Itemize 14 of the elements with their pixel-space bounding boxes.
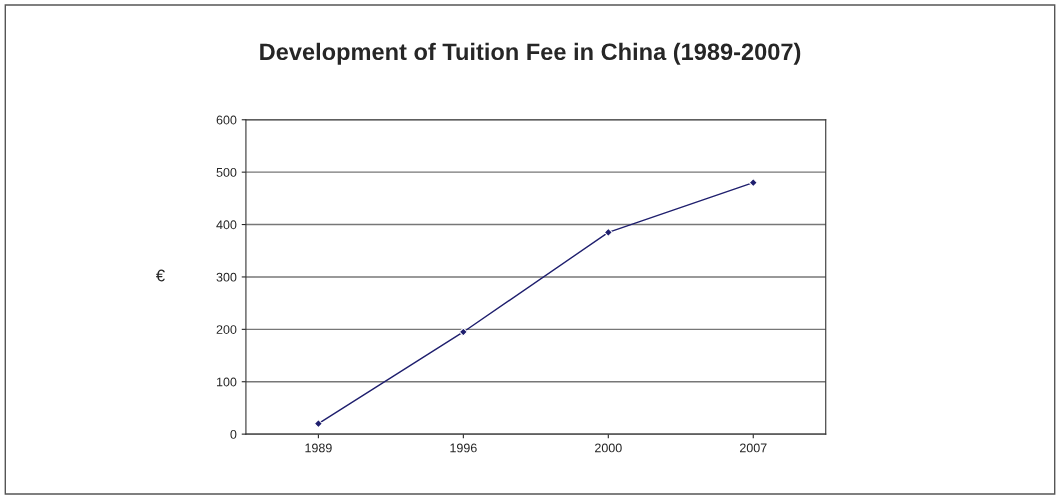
x-tick-label: 2000 [595, 443, 622, 453]
y-tick-label: 0 [230, 429, 237, 439]
y-axis-title: € [155, 269, 165, 282]
chart-title: Development of Tuition Fee in China (1989-2007) [260, 42, 801, 65]
y-tick-label: 300 [216, 272, 237, 282]
y-tick-label: 200 [216, 325, 237, 334]
y-tick-label: 400 [216, 220, 237, 230]
y-tick-label: 500 [216, 167, 237, 177]
point [458, 327, 468, 337]
y-tick-label: 100 [216, 377, 237, 387]
y-tick-label: 600 [216, 115, 237, 125]
x-tick-label: 1989 [305, 443, 332, 453]
x-tick-label: 1996 [450, 443, 477, 453]
x-tick-label: 2007 [739, 443, 767, 453]
